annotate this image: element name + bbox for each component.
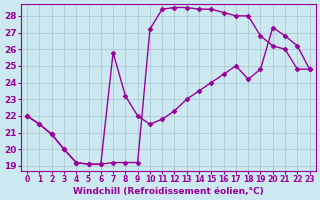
- X-axis label: Windchill (Refroidissement éolien,°C): Windchill (Refroidissement éolien,°C): [73, 187, 264, 196]
